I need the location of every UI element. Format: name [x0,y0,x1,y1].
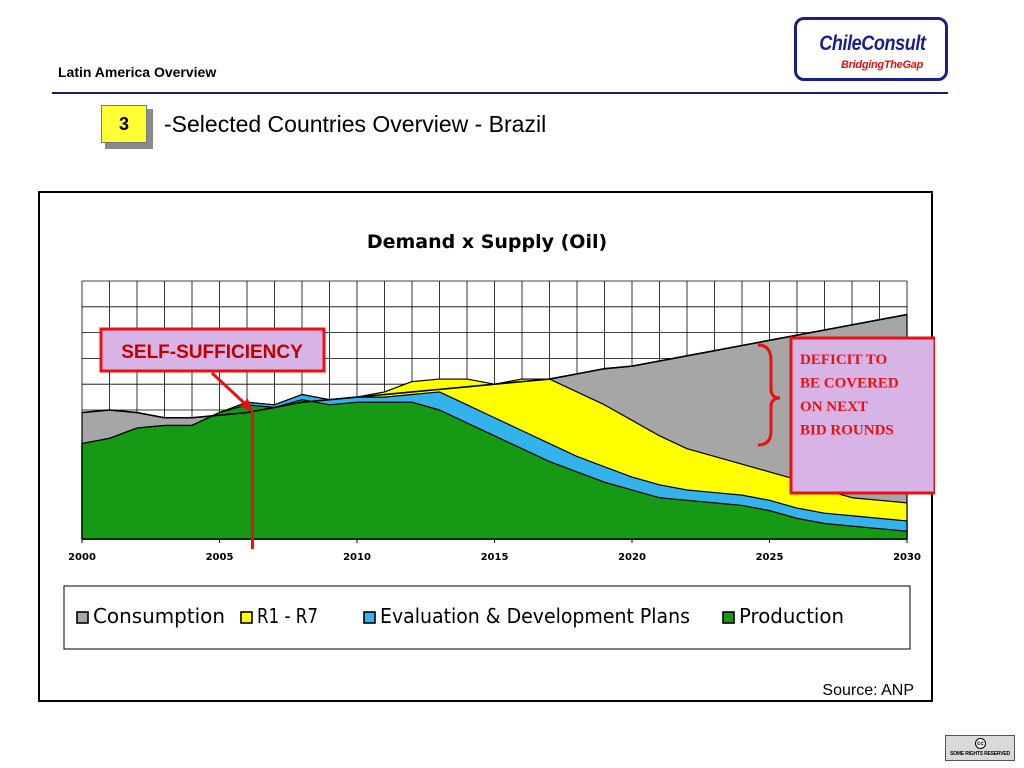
deficit-box [789,336,935,495]
header-divider [52,92,948,94]
self-sufficiency-box [99,327,326,373]
self-sufficiency-arrow [210,371,250,409]
chart-title: Demand x Supply (Oil) [367,231,607,253]
x-tick-label: 2025 [756,552,784,563]
header-title: Latin America Overview [58,64,217,80]
logo-tagline: BridgingTheGap [841,59,923,71]
section-number: 3 [101,105,147,143]
legend-swatch-consumption [76,611,89,624]
area-production [81,399,908,540]
consumption-line [81,313,908,419]
chart-frame: Demand x Supply (Oil) 2000 2005 2010 2015 202… [38,191,935,702]
legend-label-consumption: Consumption [93,604,225,628]
x-tick-label: 2020 [618,552,646,563]
legend-label-evaluation-development-plans: Evaluation & Development Plans [380,604,690,628]
deficit-brace [757,343,781,447]
company-logo: ChileConsult BridgingTheGap [794,17,948,81]
cc-icon: cc [975,738,986,749]
cc-license-badge[interactable]: cc SOME RIGHTS RESERVED [945,735,1015,761]
legend-label-r1-r7: R1 - R7 [257,604,318,628]
x-tick-label: 2030 [893,552,921,563]
legend-swatch-production [722,611,735,624]
legend-swatch-evaluation-development-plans [363,611,376,624]
section-title: -Selected Countries Overview - Brazil [164,111,547,137]
chart-svg: Demand x Supply (Oil) 2000 2005 2010 2015 202… [63,231,935,699]
chart-axes: Demand x Supply (Oil) 2000 2005 2010 2015 202… [63,231,921,699]
chart-source: Source: ANP [822,682,914,699]
logo-name: ChileConsult [818,32,926,55]
self-sufficiency-label: SELF-SUFFICIENCY [121,342,303,363]
legend-label-production: Production [739,604,844,628]
legend-swatch-r1-r7 [240,611,253,624]
deficit-label: DEFICIT TO BE COVERED ON NEXT BID ROUNDS [800,352,899,439]
x-tick-label: 2005 [206,552,234,563]
legend-frame [63,585,911,650]
x-tick-label: 2010 [343,552,371,563]
x-tick-label: 2015 [481,552,509,563]
x-tick-label: 2000 [68,552,96,563]
chart-areas [81,313,908,540]
self-sufficiency-arrowhead [240,398,254,412]
cc-text: SOME RIGHTS RESERVED [950,751,1010,757]
chart-annotations: SELF-SUFFICIENCY DEFICIT TO BE COVERED ON N… [99,327,935,549]
